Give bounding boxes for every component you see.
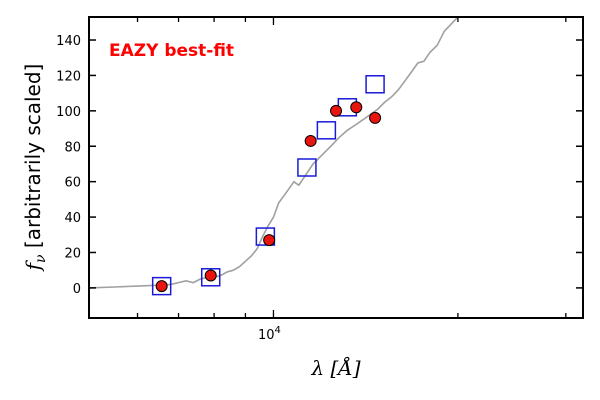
y-tick-label: 20	[64, 246, 81, 261]
template-line	[89, 17, 459, 289]
template-spectrum	[89, 17, 459, 289]
x-tick-label: 104	[258, 325, 281, 343]
observed-point	[369, 111, 382, 124]
observed-point	[204, 269, 217, 282]
x-axis-label: λ [Å]	[310, 355, 360, 380]
y-axis-label-rest: [arbitrarily scaled]	[21, 64, 45, 255]
y-axis-ticks: 0 20 40 60 80 100 120 140	[56, 34, 583, 297]
x-axis-ticks: 104	[88, 17, 567, 343]
y-tick-label: 80	[64, 140, 81, 155]
model-box	[297, 158, 317, 177]
y-axis-label: fν [arbitrarily scaled]	[21, 64, 49, 273]
model-box	[365, 75, 385, 94]
observed-point	[350, 101, 363, 114]
model-box	[255, 227, 276, 246]
observed-point	[155, 280, 168, 293]
plot-frame	[88, 16, 584, 319]
model-box	[200, 268, 221, 287]
plot-background	[89, 17, 583, 318]
y-tick-label: 40	[64, 211, 81, 226]
y-tick-label: 60	[64, 176, 81, 191]
y-tick-label: 120	[56, 69, 81, 84]
y-tick-label: 100	[56, 105, 81, 120]
observed-point	[263, 234, 276, 247]
model-box	[316, 121, 337, 140]
y-tick-label: 0	[73, 282, 81, 297]
model-box	[151, 276, 172, 296]
observed-photometry	[155, 101, 382, 293]
observed-point	[330, 104, 343, 117]
y-tick-label: 140	[56, 34, 81, 49]
observed-point	[304, 134, 317, 147]
y-axis-label-subscript: ν	[33, 254, 49, 263]
annotation-eazy-best-fit: EAZY best-fit	[109, 41, 234, 61]
